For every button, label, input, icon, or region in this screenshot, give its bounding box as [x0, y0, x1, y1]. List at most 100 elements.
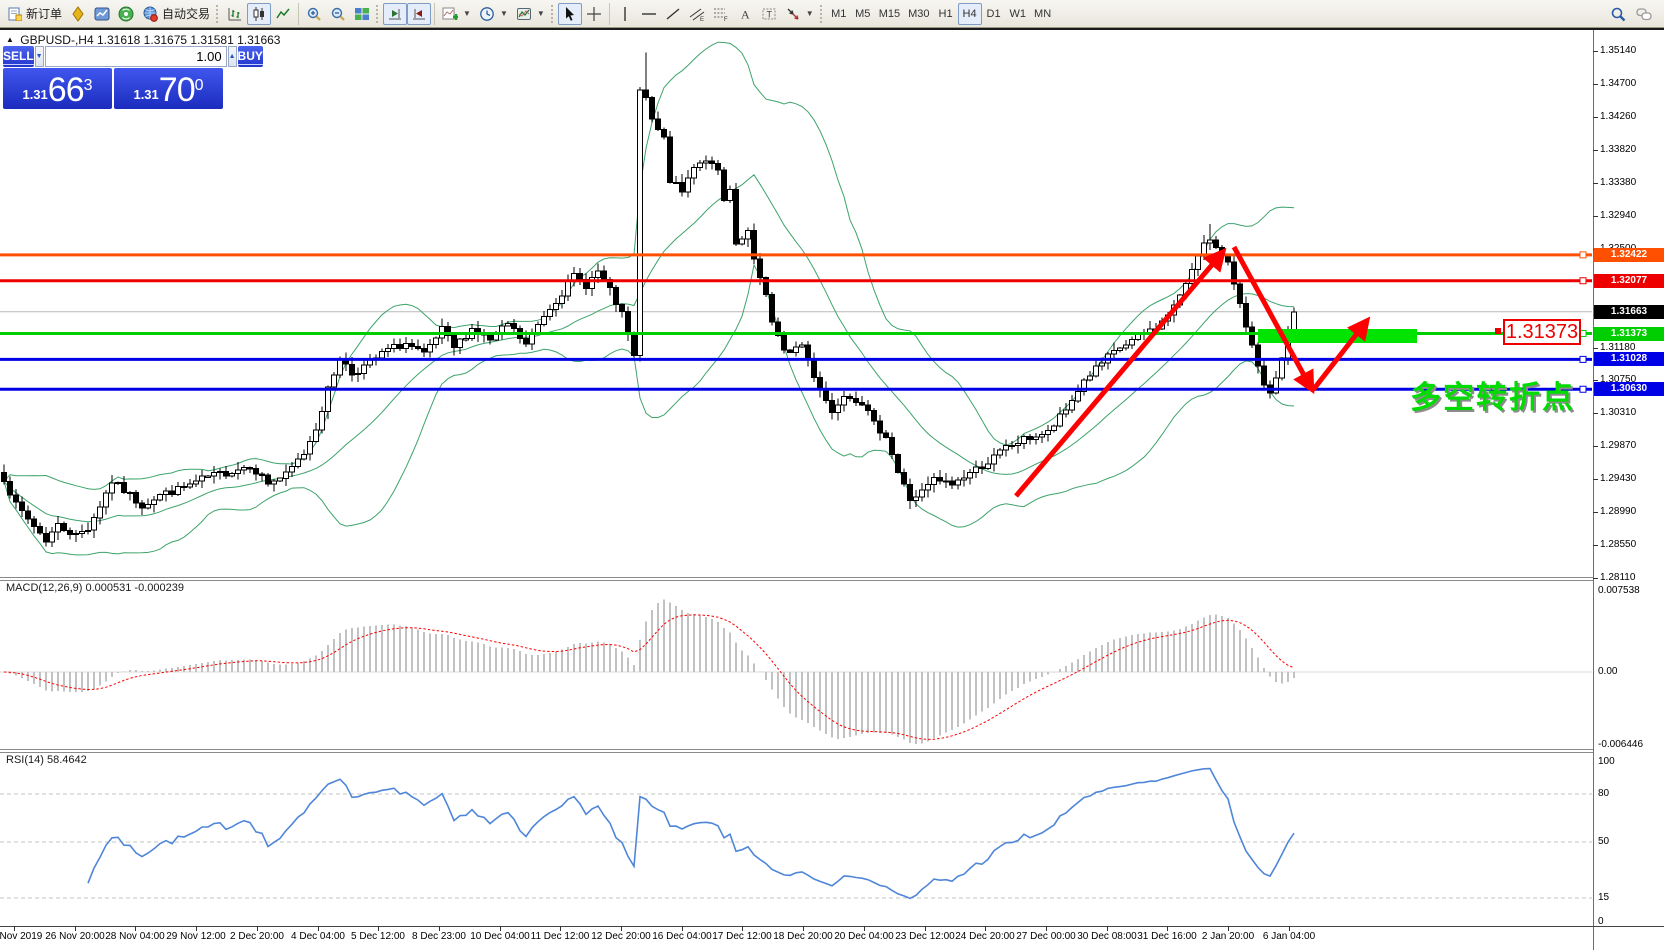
text-tool[interactable]: A: [733, 3, 757, 25]
search-icon[interactable]: [1610, 6, 1626, 22]
volume-input[interactable]: [44, 46, 227, 67]
macd-signal-line: [3, 614, 1295, 740]
timeframe-button-w1[interactable]: W1: [1009, 7, 1027, 20]
price-tick-mark: [1593, 545, 1598, 546]
turning-point-annotation[interactable]: 多空转折点: [1410, 380, 1575, 415]
indicators-button[interactable]: ▼: [438, 3, 475, 25]
crosshair-button[interactable]: [582, 3, 606, 25]
time-tick-label: 6 Jan 04:00: [1262, 931, 1316, 942]
ohlc-values: 1.31618 1.31675 1.31581 1.31663: [96, 33, 281, 47]
auto-trading-button[interactable]: 自动交易: [138, 3, 214, 25]
bollinger-middle-band: [3, 174, 1295, 523]
auto-scroll-button[interactable]: [383, 2, 408, 25]
toolbar: 新订单 自动交易 ▼ ▼: [0, 0, 1664, 28]
level-anchor: [1579, 277, 1587, 285]
horizontal-line-tool[interactable]: [637, 3, 661, 25]
trendline-tool[interactable]: [661, 3, 685, 25]
sell-price-sup: 3: [83, 77, 93, 94]
callout-anchor: [1495, 328, 1501, 334]
rsi-axis-label: 0: [1598, 916, 1604, 927]
tile-windows-icon: [355, 7, 370, 20]
panel-separator-macd[interactable]: [0, 577, 1593, 581]
sell-price-prefix: 1.31: [22, 87, 48, 102]
time-tick-mark: [196, 926, 197, 931]
symbol-label: GBPUSD-,H4: [20, 33, 94, 47]
rsi-label: RSI(14) 58.4642: [6, 754, 87, 766]
bollinger-lower-band: [3, 263, 1295, 556]
vertical-line-icon: [624, 6, 626, 21]
timeframe-button-d1[interactable]: D1: [986, 7, 1001, 20]
rsi-axis-label: 100: [1598, 756, 1615, 767]
time-tick-mark: [1107, 926, 1108, 931]
fibonacci-tool[interactable]: F: [709, 3, 733, 25]
trend-arrow-segment: [1311, 316, 1371, 392]
candlestick-chart-button[interactable]: [247, 2, 272, 25]
new-order-button[interactable]: 新订单: [4, 3, 66, 25]
buy-button[interactable]: BUY: [237, 46, 263, 67]
price-tick-label: 1.30310: [1600, 407, 1637, 418]
arrows-tool[interactable]: ▼: [781, 3, 818, 25]
cursor-button[interactable]: [557, 2, 582, 25]
time-tick-mark: [1228, 926, 1229, 931]
profiles-button[interactable]: [90, 3, 114, 25]
timeframe-button-m30[interactable]: M30: [908, 7, 930, 20]
signal-icon: [118, 6, 134, 21]
zoom-in-button[interactable]: [302, 3, 326, 25]
time-tick-mark: [135, 926, 136, 931]
signals-button[interactable]: [114, 3, 138, 25]
price-tick-mark: [1593, 348, 1598, 349]
vertical-line-tool[interactable]: [613, 3, 637, 25]
svg-text:E: E: [700, 17, 704, 22]
timeframe-button-m5[interactable]: M5: [855, 7, 871, 20]
toolbar-separator: [608, 2, 610, 25]
toolbar-grip: [550, 4, 554, 23]
periods-button[interactable]: ▼: [475, 3, 512, 25]
templates-button[interactable]: ▼: [512, 3, 549, 25]
text-label-tool[interactable]: T: [757, 3, 781, 25]
time-tick-label: 28 Nov 04:00: [105, 931, 165, 942]
line-chart-button[interactable]: [271, 3, 295, 25]
zoom-out-button[interactable]: [326, 3, 350, 25]
macd-axis-min: -0.006446: [1598, 739, 1644, 750]
bar-chart-button[interactable]: [223, 3, 247, 25]
auto-trading-label: 自动交易: [162, 7, 211, 21]
collapse-triangle-icon: ▲: [6, 35, 14, 44]
price-tick-label: 1.32940: [1600, 210, 1637, 221]
timeframe-button-mn[interactable]: MN: [1034, 7, 1052, 20]
timeframe-button-h1[interactable]: H1: [938, 7, 953, 20]
sell-button[interactable]: SELL: [3, 46, 34, 67]
auto-trading-icon: [143, 6, 158, 22]
buy-price-box[interactable]: 1.31 70 0: [114, 68, 223, 109]
macd-histogram: [3, 599, 1295, 744]
tile-windows-button[interactable]: [350, 3, 374, 25]
time-tick-mark: [318, 926, 319, 931]
chart-shift-button[interactable]: [407, 2, 432, 25]
level-anchor: [1579, 355, 1587, 363]
equidistant-channel-tool[interactable]: E: [685, 3, 709, 25]
chart-symbol-header: ▲ GBPUSD-,H4 1.31618 1.31675 1.31581 1.3…: [6, 33, 280, 47]
chat-icon[interactable]: [1636, 6, 1652, 22]
profile-chart-icon: [94, 7, 110, 20]
price-tick-mark: [1593, 512, 1598, 513]
volume-increase-button[interactable]: ▲: [227, 46, 237, 67]
rsi-axis-label: 50: [1598, 836, 1610, 847]
price-callout-label[interactable]: 1.31373: [1503, 319, 1581, 345]
text-icon: A: [741, 7, 750, 21]
price-tick-label: 1.35140: [1600, 45, 1637, 56]
price-tick-mark: [1593, 183, 1598, 184]
sell-price-box[interactable]: 1.31 66 3: [3, 68, 112, 109]
panel-separator-rsi[interactable]: [0, 749, 1593, 753]
volume-decrease-button[interactable]: ▼: [34, 46, 44, 67]
time-tick-label: 5 Dec 12:00: [351, 931, 405, 942]
time-axis-line: [0, 926, 1664, 927]
timeframe-button-h4[interactable]: H4: [957, 2, 982, 25]
dropdown-caret: ▼: [499, 9, 508, 18]
auto-scroll-icon: [389, 8, 402, 19]
price-tick-label: 1.31180: [1600, 342, 1636, 353]
time-tick-mark: [439, 926, 440, 931]
timeframe-button-m1[interactable]: M1: [831, 7, 847, 20]
history-center-button[interactable]: [66, 3, 90, 25]
timeframe-button-m15[interactable]: M15: [878, 7, 901, 20]
dropdown-caret: ▼: [805, 9, 814, 18]
